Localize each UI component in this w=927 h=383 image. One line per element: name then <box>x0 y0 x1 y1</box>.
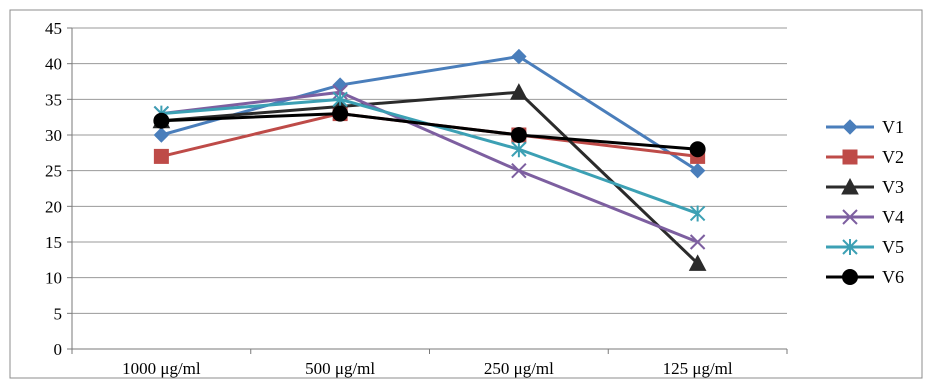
chart-frame <box>9 9 923 379</box>
legend: V1 V2 V3 V4 V5 V6 <box>826 117 904 287</box>
legend-label: V6 <box>882 267 904 287</box>
series-line-v6 <box>159 112 700 151</box>
data-point-v5 <box>511 141 527 158</box>
x-tick-label: 250 μg/ml <box>484 359 554 378</box>
data-point-v2 <box>153 148 169 164</box>
legend-marker <box>842 239 858 255</box>
legend-marker <box>842 269 858 285</box>
series-line-v3 <box>159 90 700 265</box>
y-tick-label: 20 <box>45 197 62 216</box>
legend-item-v3: V3 <box>826 177 904 197</box>
y-tick-label: 10 <box>45 269 62 288</box>
legend-label: V3 <box>882 177 904 197</box>
y-tick-label: 35 <box>45 90 62 109</box>
gridlines <box>72 27 787 314</box>
data-point-v6 <box>689 141 706 158</box>
y-tick-label: 25 <box>45 162 62 181</box>
y-tick-label: 45 <box>45 19 62 38</box>
y-tick-label: 5 <box>54 304 63 323</box>
legend-item-v4: V4 <box>826 207 904 227</box>
data-point-v1 <box>153 127 170 143</box>
series-group <box>152 48 707 271</box>
legend-marker <box>841 177 859 195</box>
legend-item-v2: V2 <box>826 147 904 167</box>
legend-marker <box>842 209 858 225</box>
legend-item-v1: V1 <box>826 117 904 137</box>
legend-item-v5: V5 <box>826 237 904 257</box>
data-point-v3 <box>688 254 707 271</box>
y-tick-label: 30 <box>45 126 62 145</box>
legend-label: V5 <box>882 237 904 257</box>
legend-item-v6: V6 <box>826 267 904 287</box>
data-point-v1 <box>689 162 706 179</box>
series-v6 <box>153 105 706 158</box>
x-tick-label: 1000 μg/ml <box>122 359 201 378</box>
data-point-v1 <box>511 48 527 65</box>
axes: 0 5 10 15 20 25 30 35 40 45 1000 μg/ml 500 μg/ml 250… <box>45 19 788 378</box>
legend-label: V4 <box>882 207 904 227</box>
x-tick-label: 125 μg/ml <box>663 359 733 378</box>
y-tick-label: 15 <box>45 233 62 252</box>
legend-marker <box>842 119 858 135</box>
data-point-v4 <box>689 234 706 250</box>
series-line-v4 <box>159 90 700 244</box>
data-point-v6 <box>510 127 527 143</box>
data-point-v6 <box>153 112 170 129</box>
y-tick-label: 0 <box>54 340 63 359</box>
data-point-v3 <box>510 83 528 100</box>
data-point-v4 <box>511 162 527 179</box>
data-point-v5 <box>689 205 706 222</box>
y-tick-label: 40 <box>45 55 62 74</box>
data-point-v5 <box>332 91 348 108</box>
x-tick-label: 500 μg/ml <box>305 359 375 378</box>
legend-label: V2 <box>882 147 904 167</box>
series-line-v1 <box>159 55 700 173</box>
legend-label: V1 <box>882 117 904 137</box>
legend-marker <box>842 149 858 165</box>
data-point-v6 <box>332 105 349 122</box>
